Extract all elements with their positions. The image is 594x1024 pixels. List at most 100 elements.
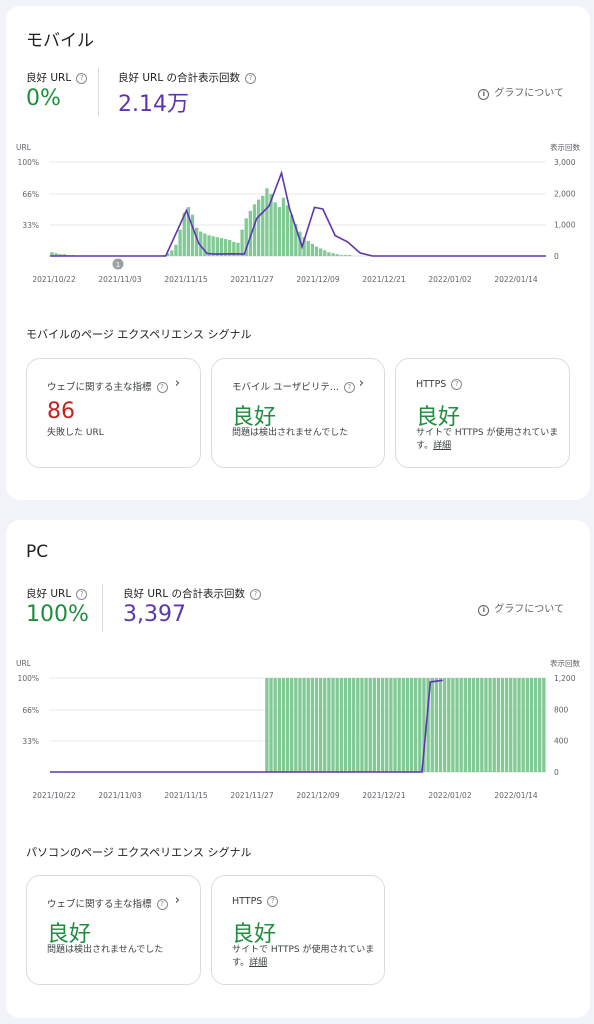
bar [488,678,492,772]
bar [256,199,261,256]
bar [476,678,480,772]
bar [294,224,298,256]
bar [509,678,513,772]
x-tick: 2021/11/27 [230,791,273,800]
good-url-value: 0% [26,86,61,111]
bar [521,678,525,772]
bar [228,240,232,256]
bar [343,678,348,772]
impressions-value: 2.14万 [118,92,189,117]
signal-desc: サイトで HTTPS が使用されていま す。詳細 [232,945,375,968]
bar [298,231,302,256]
help-icon[interactable]: ? [343,382,355,393]
x-tick: 2022/01/14 [494,275,537,284]
impressions-line [50,170,546,257]
bar [219,238,224,256]
x-tick: 2022/01/14 [494,791,537,800]
bar [364,678,368,772]
bar [232,241,236,256]
bar [190,214,195,256]
bar [343,255,348,256]
bar [265,678,269,772]
bar [397,678,401,772]
bar [170,250,174,256]
help-icon[interactable]: ? [156,382,168,393]
y-right-tick: 800 [554,705,569,714]
details-link[interactable]: 詳細 [249,958,268,968]
bar [418,678,422,772]
bar [318,678,323,772]
y-right-tick: 400 [554,737,569,746]
x-tick: 2021/12/21 [362,275,405,284]
signal-value: 良好 [47,922,92,947]
mobile-chart: URL 表示回数 100% 66% 33% 3,000 2,000 1,000 0 2021/… [16,142,580,284]
help-icon[interactable]: ? [76,589,88,600]
bar [335,254,339,256]
bar [199,231,203,256]
annotation-label: 1 [116,261,120,269]
bar [306,678,310,772]
bar [430,678,434,772]
signal-desc: 問題は検出されませんでした [47,945,164,955]
x-tick: 2021/11/03 [98,791,141,800]
help-icon[interactable]: ? [451,379,463,390]
bar [261,195,265,256]
signal-card-core-web-vitals[interactable]: ウェブに関する主な指標? › 86 失敗した URL [26,358,201,468]
bar [273,202,277,256]
bar [368,678,372,772]
help-icon[interactable]: ? [76,73,88,84]
signal-desc: サイトで HTTPS が使用されていま す。詳細 [416,428,559,451]
y-left-tick: 100% [18,158,39,167]
bar [347,678,352,772]
y-right-tick: 0 [554,768,559,777]
help-icon[interactable]: ? [245,73,257,84]
bar [484,678,488,772]
bar [277,678,281,772]
bar [269,193,273,256]
help-icon[interactable]: ? [156,899,168,910]
bar [178,229,182,256]
signal-card-mobile-usability[interactable]: モバイル ユーザビリテ...? › 良好 問題は検出されませんでした [211,358,385,468]
bar [323,678,327,772]
good-url-label: 良好 URL? [26,70,88,85]
bar [360,678,364,772]
bar [290,678,294,772]
bar [294,678,298,772]
y-left-tick: 66% [22,190,39,199]
chevron-right-icon: › [174,376,180,391]
bar [327,678,331,772]
bar [166,253,170,256]
mobile-signal-section-title: モバイルのページ エクスペリエンス シグナル [26,328,252,341]
bar [463,678,467,772]
signal-card-https: HTTPS? 良好 サイトで HTTPS が使用されていま す。詳細 [211,875,385,985]
x-tick: 2022/01/02 [428,275,471,284]
bar [538,678,542,772]
signal-value: 良好 [232,405,277,430]
bar [393,678,397,772]
details-link[interactable]: 詳細 [433,441,452,451]
impressions-value: 3,397 [123,602,186,627]
about-graph-link[interactable]: i グラフについて [478,84,564,100]
bar [434,678,439,772]
about-graph-link[interactable]: i グラフについて [478,600,564,616]
help-icon[interactable]: ? [267,896,279,907]
signal-desc: 失敗した URL [47,428,104,438]
bar [302,678,306,772]
x-tick: 2021/11/27 [230,275,273,284]
signal-card-core-web-vitals[interactable]: ウェブに関する主な指標? › 良好 問題は検出されませんでした [26,875,201,985]
y-left-tick: 33% [22,737,39,746]
pc-signal-section-title: パソコンのページ エクスペリエンス シグナル [26,846,252,859]
signal-desc: 問題は検出されませんでした [232,428,349,438]
info-icon: i [478,605,490,616]
annotation-marker[interactable] [112,258,124,270]
help-icon[interactable]: ? [250,589,262,600]
bar [203,233,207,256]
x-tick: 2021/12/09 [296,791,339,800]
bar [236,242,240,256]
bar [244,218,248,256]
bar [310,678,315,772]
left-axis-label: URL [16,659,32,668]
impressions-label: 良好 URL の合計表示回数? [118,70,257,85]
bar [525,678,529,772]
